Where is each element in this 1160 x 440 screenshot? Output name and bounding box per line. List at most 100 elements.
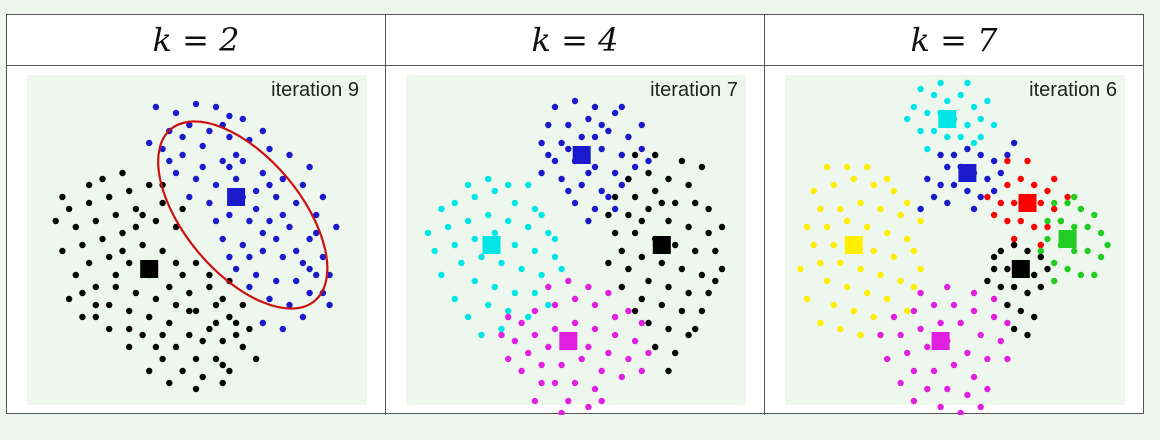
data-point (232, 331, 240, 339)
data-point (964, 391, 971, 399)
data-point (192, 355, 200, 363)
data-point (910, 103, 918, 111)
data-point (438, 271, 445, 279)
data-point (964, 187, 971, 195)
data-point (884, 175, 891, 183)
data-point (166, 319, 173, 327)
data-point (977, 331, 984, 339)
data-point (665, 325, 672, 333)
data-point (106, 301, 113, 309)
data-point (665, 217, 672, 225)
data-point (957, 91, 964, 99)
data-point (206, 283, 213, 291)
data-point (226, 163, 233, 171)
centroid-marker (938, 110, 957, 128)
data-point (478, 253, 485, 261)
data-point (279, 253, 286, 261)
data-point (106, 193, 113, 201)
data-point (857, 331, 864, 339)
data-point (498, 325, 505, 333)
data-point (252, 187, 260, 195)
centroid-marker (958, 164, 977, 182)
data-point (424, 229, 432, 237)
data-point (172, 301, 180, 309)
data-point (698, 271, 706, 279)
data-point (166, 283, 173, 291)
data-point (672, 199, 679, 207)
data-point (139, 211, 146, 219)
data-point (977, 193, 984, 201)
data-point (505, 307, 512, 315)
data-point (132, 223, 140, 231)
data-point (551, 235, 559, 243)
data-point (585, 343, 592, 351)
data-point (72, 271, 80, 279)
data-point (199, 337, 206, 345)
data-point (525, 313, 532, 321)
data-point (279, 211, 286, 219)
data-point (884, 355, 891, 363)
data-point (924, 109, 931, 117)
data-point (92, 283, 100, 291)
data-point (219, 361, 226, 369)
data-point (485, 211, 492, 219)
data-point (631, 307, 639, 315)
data-point (172, 259, 180, 267)
data-point (678, 157, 686, 165)
data-point (1024, 289, 1031, 297)
data-point (525, 181, 532, 189)
data-point (678, 307, 686, 315)
data-point (306, 289, 313, 297)
data-point (964, 79, 971, 87)
data-point (1077, 205, 1085, 213)
data-point (997, 337, 1004, 345)
data-point (491, 187, 498, 195)
data-point (817, 319, 824, 327)
data-point (850, 175, 857, 183)
data-point (92, 217, 100, 225)
data-point (299, 313, 307, 321)
data-point (119, 229, 126, 237)
data-point (239, 157, 246, 165)
data-point (306, 265, 313, 273)
data-point (226, 133, 233, 141)
data-point (611, 313, 619, 321)
data-point (984, 385, 991, 393)
data-point (551, 379, 559, 387)
data-point (126, 307, 133, 315)
data-point (152, 295, 160, 303)
data-point (152, 217, 160, 225)
data-point (172, 109, 180, 117)
data-point (518, 367, 525, 375)
data-point (72, 223, 80, 231)
data-point (132, 289, 140, 297)
data-point (212, 103, 220, 111)
data-point (611, 169, 619, 177)
data-point (246, 253, 253, 261)
data-point (1037, 247, 1044, 255)
data-point (491, 229, 498, 237)
data-point (551, 325, 559, 333)
data-point (1071, 223, 1078, 231)
data-point (1044, 265, 1051, 273)
data-point (897, 277, 904, 285)
data-point (823, 223, 831, 231)
data-point (571, 319, 579, 327)
data-point (485, 301, 492, 309)
data-point (611, 109, 619, 117)
data-point (518, 319, 525, 327)
data-point (984, 97, 991, 105)
data-point (658, 259, 665, 267)
data-point (79, 313, 86, 321)
data-point (1024, 157, 1031, 165)
data-point (485, 175, 492, 183)
data-point (984, 175, 991, 183)
data-point (458, 259, 465, 267)
data-point (591, 205, 599, 213)
data-point (159, 199, 166, 207)
data-point (803, 223, 811, 231)
data-point (179, 133, 186, 141)
data-point (106, 253, 113, 261)
data-point (319, 253, 327, 261)
data-point (186, 289, 193, 297)
